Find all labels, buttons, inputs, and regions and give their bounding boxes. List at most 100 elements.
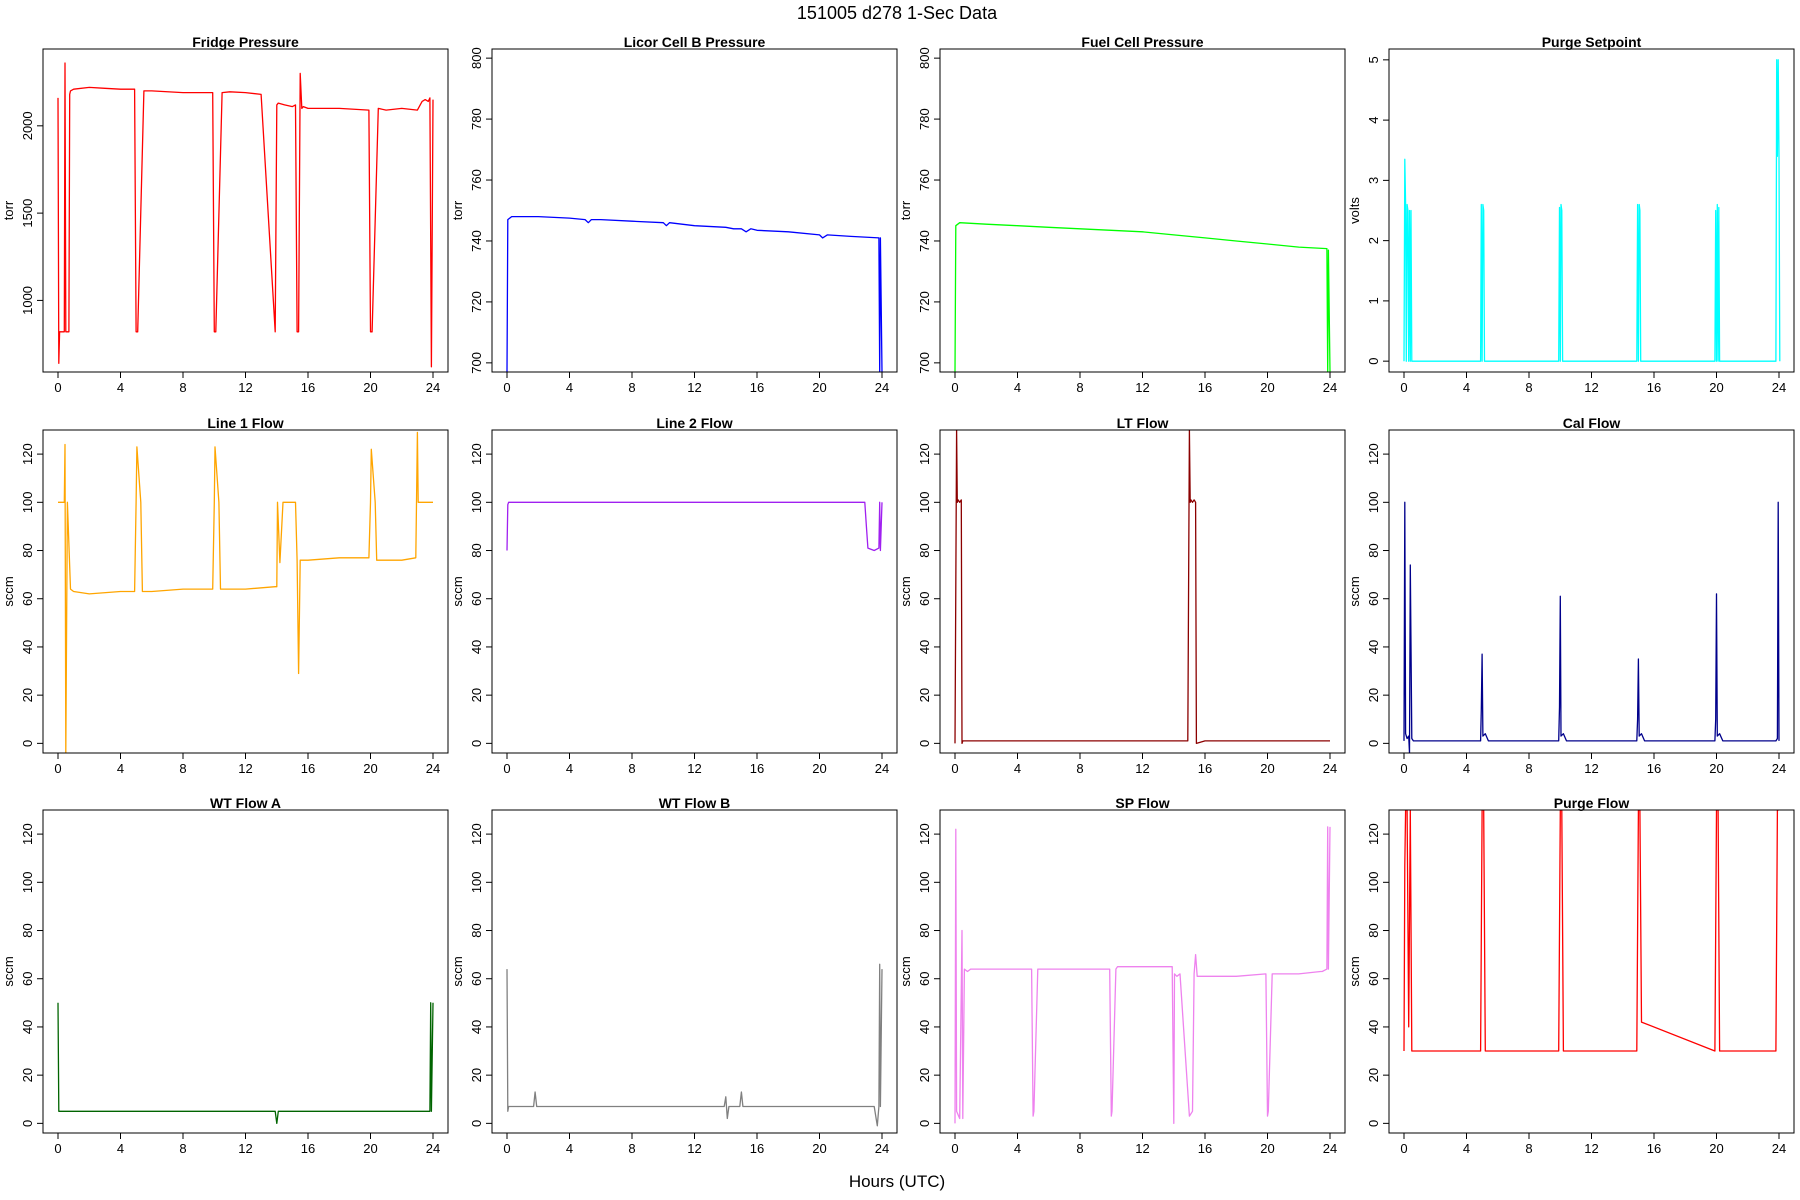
x-tick-label: 20 — [1709, 1141, 1723, 1156]
x-tick-label: 8 — [1525, 380, 1532, 395]
x-tick-label: 20 — [1709, 761, 1723, 776]
x-tick-label: 12 — [238, 1141, 252, 1156]
y-tick-label: 1000 — [20, 286, 35, 315]
series-line-1 — [58, 431, 433, 753]
plot-frame — [491, 429, 898, 754]
y-tick-label: 0 — [917, 740, 932, 747]
y-tick-label: 780 — [469, 108, 484, 130]
x-tick-label: 16 — [750, 761, 764, 776]
panel-9: WT Flow A 0 4 8 12 16 20 24 0 20 40 60 80 100 120 sccm — [1, 795, 449, 1156]
y-tick-label: 120 — [917, 823, 932, 845]
x-tick-label: 12 — [1135, 761, 1149, 776]
plot-frame — [1388, 809, 1795, 1134]
panel-6: Line 2 Flow 0 4 8 12 16 20 24 0 20 40 60 80 100 120 scc… — [450, 415, 898, 776]
x-tick-label: 24 — [426, 380, 440, 395]
x-tick-label: 24 — [875, 380, 889, 395]
x-tick-label: 16 — [750, 380, 764, 395]
x-tick-label: 16 — [1647, 761, 1661, 776]
x-tick-label: 20 — [1709, 380, 1723, 395]
panel-8: Cal Flow 0 4 8 12 16 20 24 0 20 40 60 80 100 120 sccm — [1347, 415, 1795, 776]
series-line-1 — [1403, 810, 1779, 1052]
x-tick-label: 12 — [1584, 1141, 1598, 1156]
y-axis-label: torr — [450, 200, 465, 220]
y-tick-label: 1 — [1366, 297, 1381, 304]
x-tick-label: 16 — [1198, 380, 1212, 395]
y-tick-label: 0 — [20, 1120, 35, 1127]
x-tick-label: 20 — [812, 380, 826, 395]
x-tick-label: 12 — [1584, 761, 1598, 776]
x-tick-label: 4 — [117, 761, 124, 776]
x-tick-label: 20 — [1260, 380, 1274, 395]
x-tick-label: 12 — [238, 761, 252, 776]
x-tick-label: 0 — [54, 380, 61, 395]
y-tick-label: 2 — [1366, 237, 1381, 244]
y-tick-label: 80 — [1366, 923, 1381, 937]
x-tick-label: 8 — [179, 380, 186, 395]
x-tick-label: 24 — [1323, 1141, 1337, 1156]
plot-frame — [939, 809, 1346, 1134]
x-tick-label: 8 — [1076, 1141, 1083, 1156]
y-tick-label: 80 — [20, 923, 35, 937]
panel-title: Purge Setpoint — [1542, 34, 1642, 50]
x-tick-label: 12 — [1584, 380, 1598, 395]
x-tick-label: 0 — [951, 1141, 958, 1156]
panel-11: SP Flow 0 4 8 12 16 20 24 0 20 40 60 80 100 120 sccm — [898, 795, 1346, 1156]
y-tick-label: 760 — [917, 169, 932, 191]
y-tick-label: 0 — [469, 740, 484, 747]
y-tick-label: 20 — [469, 688, 484, 702]
y-tick-label: 80 — [1366, 543, 1381, 557]
series-line-1 — [57, 62, 434, 368]
x-tick-label: 24 — [1772, 380, 1786, 395]
x-tick-label: 8 — [1525, 1141, 1532, 1156]
x-tick-label: 20 — [1260, 761, 1274, 776]
y-tick-label: 120 — [469, 823, 484, 845]
x-tick-label: 0 — [951, 380, 958, 395]
y-tick-label: 0 — [1366, 740, 1381, 747]
y-tick-label: 100 — [917, 871, 932, 893]
y-axis-label: torr — [1, 200, 16, 220]
y-tick-label: 100 — [20, 491, 35, 513]
y-tick-label: 120 — [20, 823, 35, 845]
series-line-1 — [954, 826, 1331, 1125]
panel-10: WT Flow B 0 4 8 12 16 20 24 0 20 40 60 80 100 120 sccm — [450, 795, 898, 1156]
y-axis-label: sccm — [450, 956, 465, 986]
y-tick-label: 0 — [469, 1120, 484, 1127]
plot-frame — [939, 48, 1346, 373]
x-tick-label: 16 — [301, 1141, 315, 1156]
panel-title: Cal Flow — [1563, 415, 1621, 431]
plot-frame — [491, 48, 898, 373]
y-axis-label: sccm — [1347, 956, 1362, 986]
panel-title: WT Flow A — [210, 795, 281, 811]
x-tick-label: 4 — [1463, 1141, 1470, 1156]
series-line-1 — [57, 1002, 434, 1125]
y-tick-label: 4 — [1366, 116, 1381, 123]
x-tick-label: 8 — [179, 1141, 186, 1156]
y-tick-label: 0 — [1366, 358, 1381, 365]
y-tick-label: 60 — [469, 591, 484, 605]
y-tick-label: 740 — [469, 230, 484, 252]
y-tick-label: 80 — [917, 923, 932, 937]
y-tick-label: 2000 — [20, 111, 35, 140]
series-line-1 — [506, 963, 883, 1127]
y-tick-label: 700 — [469, 352, 484, 374]
panel-title: Fuel Cell Pressure — [1081, 34, 1203, 50]
y-tick-label: 40 — [469, 1020, 484, 1034]
panel-title: LT Flow — [1117, 415, 1169, 431]
x-tick-label: 12 — [687, 380, 701, 395]
series-line-1 — [1403, 501, 1780, 753]
y-axis-label: sccm — [1, 576, 16, 606]
panel-title: Purge Flow — [1554, 795, 1630, 811]
x-tick-label: 0 — [1400, 1141, 1407, 1156]
plot-frame — [1388, 429, 1795, 754]
x-tick-label: 12 — [687, 761, 701, 776]
x-tick-label: 12 — [687, 1141, 701, 1156]
x-tick-label: 0 — [503, 761, 510, 776]
y-tick-label: 800 — [917, 47, 932, 69]
x-tick-label: 20 — [812, 1141, 826, 1156]
x-tick-label: 8 — [628, 761, 635, 776]
y-tick-label: 760 — [469, 169, 484, 191]
x-tick-label: 24 — [1323, 380, 1337, 395]
x-tick-label: 8 — [179, 761, 186, 776]
y-tick-label: 0 — [917, 1120, 932, 1127]
